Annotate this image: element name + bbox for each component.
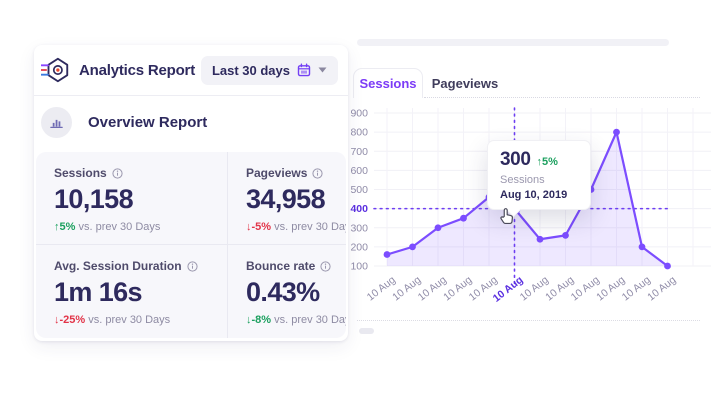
chart-point[interactable] — [664, 262, 671, 270]
tooltip-value: 300 — [500, 149, 531, 170]
chart-point[interactable] — [613, 128, 620, 136]
metric-label: Avg. Session Duration — [54, 259, 182, 273]
tooltip-delta: ↑5% — [536, 156, 558, 168]
info-icon[interactable] — [112, 167, 123, 179]
metric-value: 10,158 — [54, 184, 134, 214]
metric-label: Pageviews — [246, 166, 308, 180]
metric-card-avg-session-duration: Avg. Session Duration 1m 16s ↓-25% vs. p… — [36, 245, 228, 338]
overview-icon-badge — [41, 107, 72, 138]
calendar-icon — [297, 63, 311, 77]
tooltip-date: Aug 10, 2019 — [500, 189, 568, 201]
metric-value: 1m 16s — [54, 277, 143, 307]
y-tick-label: 400 — [350, 203, 368, 215]
tab-sessions[interactable]: Sessions — [353, 68, 423, 98]
metric-delta: ↓-25% vs. prev 30 Days — [54, 314, 171, 326]
area-fill — [387, 132, 668, 266]
x-tick-label: 10 Aug — [645, 274, 678, 304]
section-title: Overview Report — [88, 114, 208, 131]
chart-point[interactable] — [562, 232, 569, 239]
chart-tooltip: 300 ↑5% Sessions Aug 10, 2019 — [487, 140, 591, 218]
y-tick-label: 800 — [350, 127, 368, 139]
metric-delta: ↓-8% vs. prev 30 Days — [246, 314, 346, 326]
tab-pageviews[interactable]: Pageviews — [431, 75, 499, 91]
y-tick-label: 600 — [350, 165, 368, 177]
chart-point[interactable] — [460, 214, 467, 222]
metric-label: Bounce rate — [246, 259, 316, 273]
metric-delta: ↓-5% vs. prev 30 Days — [246, 221, 346, 233]
info-icon[interactable] — [320, 260, 331, 272]
app-logo-icon — [41, 57, 69, 83]
metric-card-bounce-rate: Bounce rate 0.43% ↓-8% vs. prev 30 Days — [228, 245, 346, 338]
chart-point[interactable] — [638, 243, 646, 251]
tab-bar-border — [424, 97, 700, 98]
cursor-hand-icon — [500, 208, 513, 225]
info-icon[interactable] — [312, 167, 323, 179]
chart-point[interactable] — [536, 235, 544, 243]
chart-point[interactable] — [434, 224, 442, 232]
bar-chart-icon — [50, 119, 63, 129]
chart-point[interactable] — [383, 251, 391, 258]
metric-label: Sessions — [54, 166, 107, 180]
metric-delta: ↑5% vs. prev 30 Days — [54, 221, 161, 233]
chart-point[interactable] — [409, 243, 416, 251]
date-range-label: Last 30 days — [211, 62, 290, 78]
y-tick-label: 200 — [350, 241, 368, 253]
overview-report-row: Overview Report — [34, 96, 348, 149]
metric-value: 0.43% — [246, 277, 320, 307]
y-tick-label: 300 — [350, 222, 368, 234]
metrics-grid: Sessions 10,158 ↑5% vs. prev 30 Days Pag… — [36, 152, 346, 338]
y-tick-label: 700 — [350, 146, 368, 158]
date-range-button[interactable]: Last 30 days — [200, 55, 338, 85]
card-header: Analytics Report Last 30 days — [34, 45, 348, 95]
y-tick-label: 500 — [350, 184, 368, 196]
series-line — [385, 131, 669, 268]
header-divider — [34, 95, 348, 96]
y-tick-label: 100 — [350, 261, 368, 273]
panel-bottom-border — [357, 320, 700, 321]
page-title: Analytics Report — [79, 61, 195, 79]
metric-card-sessions: Sessions 10,158 ↑5% vs. prev 30 Days — [36, 152, 228, 245]
y-tick-label: 900 — [350, 108, 368, 120]
tooltip-series: Sessions — [500, 174, 545, 186]
metric-card-pageviews: Pageviews 34,958 ↓-5% vs. prev 30 Days — [228, 152, 346, 245]
cropped-element — [359, 328, 374, 334]
info-icon[interactable] — [186, 260, 198, 272]
analytics-report-card: Analytics Report Last 30 days — [34, 45, 348, 341]
chevron-down-icon — [318, 67, 327, 73]
collapsed-card-edge — [357, 39, 669, 46]
metric-value: 34,958 — [246, 184, 326, 214]
